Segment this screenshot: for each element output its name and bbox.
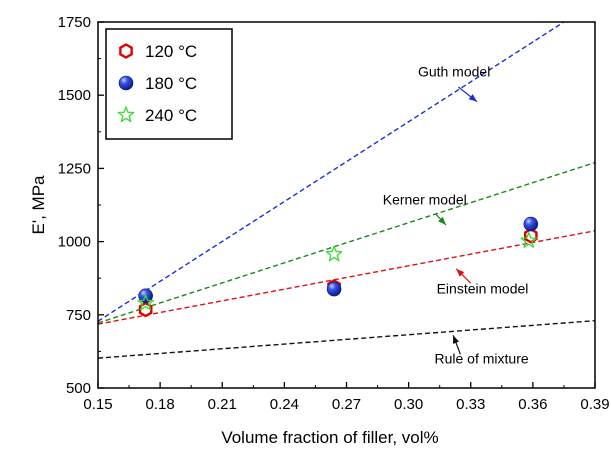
x-tick-label: 0.27 [332,396,361,413]
point-240-c [520,232,537,248]
y-tick-label: 750 [66,307,91,324]
x-tick-label: 0.21 [208,396,237,413]
legend-marker-240-c [117,106,135,123]
y-axis-title: E', MPa [29,175,48,235]
rule-of-mixture-arrowhead [453,335,459,344]
y-tick-label: 1500 [58,87,91,104]
point-180-c [326,281,342,297]
legend: 120 °C 180 °C 240 °C [105,28,233,140]
point-180-c [523,216,539,232]
einstein-model-arrowhead [456,268,465,277]
x-tick-label: 0.18 [146,396,175,413]
einstein-model-label: Einstein model [437,281,529,297]
point-240-c [137,294,154,311]
kerner-model-arrowhead [438,216,446,225]
x-tick-label: 0.15 [83,396,112,413]
model-lines [98,22,595,359]
guth-model-label: Guth model [418,63,490,79]
data-points [137,216,539,318]
y-tick-label: 1000 [58,234,91,251]
kerner-model-line [98,161,595,324]
x-tick-label: 0.24 [270,396,299,413]
kerner-model-label: Kerner model [383,192,467,208]
point-120-c [138,301,153,318]
x-tick-label: 0.36 [518,396,547,413]
annotations: Guth model Kerner model Einstein model Rule… [383,63,529,366]
y-tick-label: 500 [66,380,91,397]
legend-label-120-c: 120 °C [145,42,197,61]
y-tick-label: 1250 [58,160,91,177]
guth-model-line [98,22,565,322]
legend-label-180-c: 180 °C [145,74,197,93]
einstein-model-line [98,230,595,325]
x-tick-label: 0.30 [394,396,423,413]
legend-marker-120-c [119,43,133,59]
point-240-c [325,245,343,262]
legend-marker-180-c [118,75,134,91]
x-tick-label: 0.39 [580,396,609,413]
x-axis: 0.15 0.18 0.21 0.24 0.27 0.30 0.33 0.36 0.39 [83,382,610,413]
legend-label-240-c: 240 °C [145,106,197,125]
x-tick-label: 0.33 [456,396,485,413]
y-tick-label: 1750 [58,14,91,31]
y-axis: 500 750 1000 1250 1500 1750 [58,14,104,397]
x-axis-title: Volume fraction of filler, vol% [221,428,438,447]
rule-of-mixture-label: Rule of mixture [435,351,529,367]
point-120-c [523,227,538,244]
rule-of-mixture-line [98,319,595,359]
guth-model-arrowhead [468,94,477,102]
